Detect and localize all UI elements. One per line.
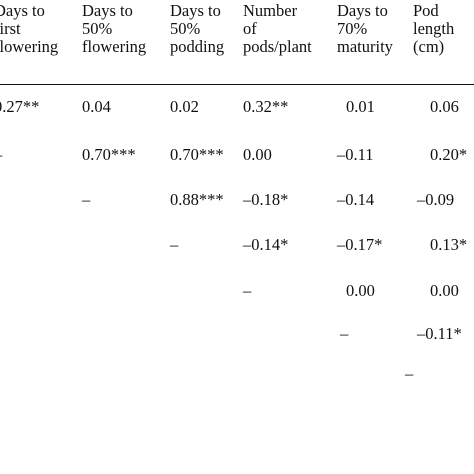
table-cell: – [0,146,2,164]
column-header-line: (cm) [413,37,445,56]
column-header: Days to 50% podding [170,2,224,56]
column-header-line: Days to [82,1,133,20]
column-header: Days to 50% flowering [82,2,146,56]
column-header-line: Number [243,1,298,20]
table-cell: – [243,281,252,300]
column-header: Days tofirstflowering [0,2,58,56]
column-header-line: Days to [170,1,221,20]
table-cell: –0.18* [243,190,289,209]
table-cell: –0.14* [243,235,289,254]
table-cell: 0.00 [243,145,272,164]
table-cell: 0.00 [346,281,375,300]
column-header-line: of [243,19,257,38]
column-header-line: Days to [337,1,388,20]
column-header-line: Pod [413,1,439,20]
column-header-line: pods/plant [243,37,312,56]
column-header-line: first [0,19,21,38]
table-cell: – [340,324,349,343]
table-cell: 0.13* [430,235,468,254]
table-cell: –0.11* [417,324,462,343]
column-header-line: 70% [337,19,368,38]
table-cell: 0.70*** [170,145,224,164]
column-header-line: flowering [82,37,147,56]
column-header-line: flowering [0,37,59,56]
column-header: Days to 70% maturity [337,2,393,56]
table-cell: 0.88*** [170,190,224,209]
column-header: Pod length (cm) [413,2,454,56]
table-cell: 0.00 [430,281,459,300]
column-header: Number of pods/plant [243,2,312,56]
table-cell: 0.27** [0,97,40,116]
column-header-line: Days to [0,1,45,20]
table-cell: – [170,235,179,254]
table-cell: – [82,190,91,209]
table-cell: 0.06 [430,97,459,116]
column-header-line: length [413,19,455,38]
table-cell: 0.70*** [82,145,136,164]
table-cell: 0.20* [430,145,468,164]
table-cell: –0.14 [337,190,375,209]
column-header-line: 50% [170,19,201,38]
header-rule [0,84,474,86]
column-header-line: maturity [337,37,393,56]
table-cell: 0.04 [82,97,111,116]
table-cell: 0.01 [346,97,375,116]
table-cell: 0.02 [170,97,199,116]
table-cell: 0.32** [243,97,289,116]
column-header-line: 50% [82,19,113,38]
table-cell: –0.09 [417,190,455,209]
table-cell: –0.17* [337,235,383,254]
table-cell: – [405,364,414,383]
table-cell: –0.11 [337,145,374,164]
column-header-line: podding [170,37,225,56]
